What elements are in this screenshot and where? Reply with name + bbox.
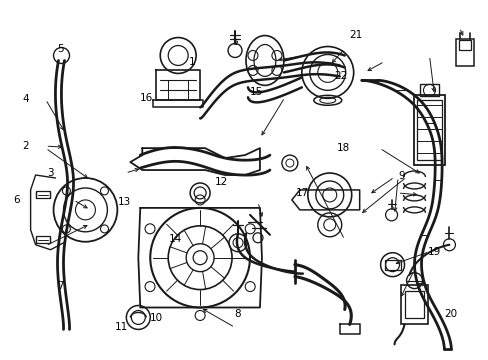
Text: 12: 12 [215, 177, 228, 187]
Text: 13: 13 [118, 197, 131, 207]
Bar [413, 95, 445, 165]
Text: 5: 5 [57, 44, 63, 54]
Bar [419, 84, 439, 96]
Text: 18: 18 [336, 143, 350, 153]
Text: 15: 15 [249, 87, 262, 97]
Bar [384, 260, 400, 270]
Bar [416, 100, 442, 160]
Text: 22: 22 [334, 71, 347, 81]
Text: 8: 8 [234, 310, 241, 319]
Text: 9: 9 [397, 171, 404, 181]
Bar [36, 236, 49, 243]
Text: 11: 11 [115, 322, 128, 332]
Bar [455, 39, 473, 67]
Text: 10: 10 [149, 313, 162, 323]
Bar [404, 291, 424, 319]
Text: 14: 14 [168, 234, 182, 244]
Text: 3: 3 [47, 168, 54, 178]
Text: 7: 7 [57, 281, 63, 291]
Text: 1: 1 [188, 57, 195, 67]
Bar [458, 40, 470, 50]
Text: 6: 6 [13, 195, 20, 205]
Text: 19: 19 [427, 247, 440, 257]
Text: 16: 16 [140, 93, 153, 103]
Text: 20: 20 [444, 310, 457, 319]
Bar [36, 192, 49, 198]
Text: 2: 2 [22, 141, 29, 151]
Bar [400, 285, 427, 324]
Text: 17: 17 [295, 188, 308, 198]
Text: 4: 4 [22, 94, 29, 104]
Text: 21: 21 [348, 30, 362, 40]
